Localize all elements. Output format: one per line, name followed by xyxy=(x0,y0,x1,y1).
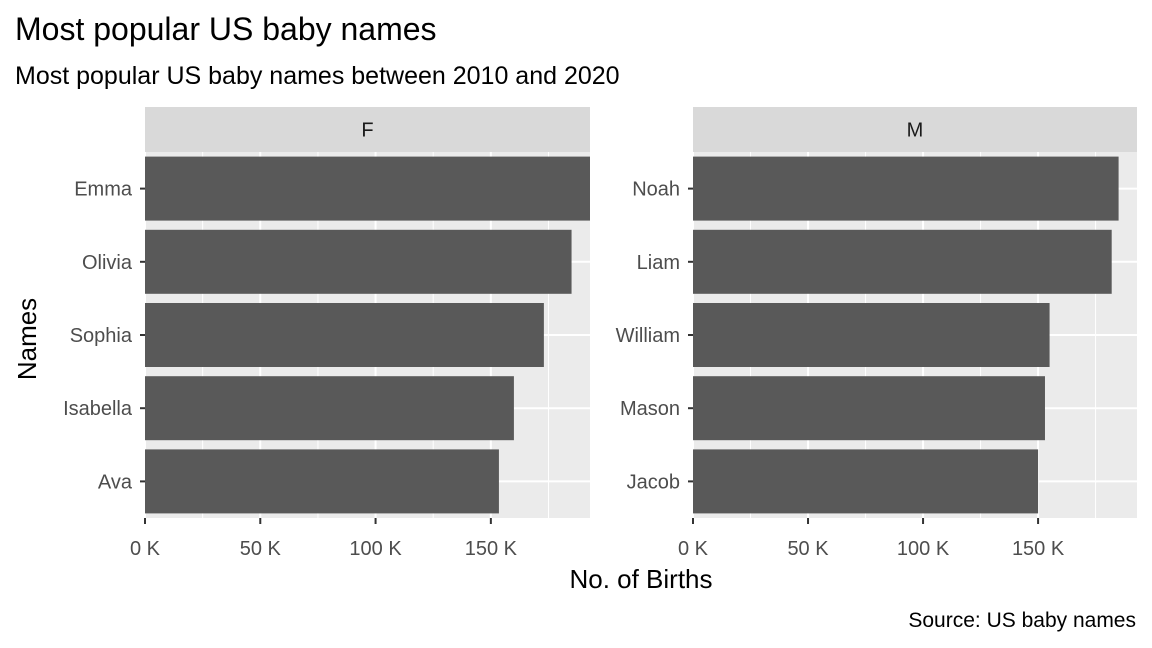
y-tick-label-jacob: Jacob xyxy=(627,471,680,493)
y-tick-label-emma: Emma xyxy=(74,179,133,201)
x-axis-title: No. of Births xyxy=(569,564,712,594)
facet-strip-label: F xyxy=(361,120,373,142)
y-tick-label-olivia: Olivia xyxy=(82,252,133,274)
chart-title: Most popular US baby names xyxy=(15,11,437,47)
x-tick-label: 150 K xyxy=(465,538,518,560)
facet-strip xyxy=(145,107,590,152)
bar-emma xyxy=(145,156,590,221)
y-tick-label-ava: Ava xyxy=(98,471,133,493)
x-tick-label: 100 K xyxy=(897,538,950,560)
bar-william xyxy=(693,303,1050,367)
facet-strip xyxy=(693,107,1137,152)
y-tick-label-liam: Liam xyxy=(637,252,680,274)
x-tick-label: 100 K xyxy=(349,538,402,560)
y-tick-label-mason: Mason xyxy=(620,398,680,420)
bar-noah xyxy=(693,156,1119,221)
y-tick-label-noah: Noah xyxy=(632,179,680,201)
bar-isabella xyxy=(145,376,514,441)
y-tick-label-isabella: Isabella xyxy=(63,398,133,420)
x-tick-label: 0 K xyxy=(130,538,161,560)
x-tick-label: 0 K xyxy=(678,538,709,560)
chart-subtitle: Most popular US baby names between 2010 … xyxy=(15,62,620,90)
facet-panel-f: F Emma Olivia Sophia Isabella Ava 0 K 50 K 100 K… xyxy=(63,107,590,560)
bar-sophia xyxy=(145,303,544,367)
y-tick-label-sophia: Sophia xyxy=(70,325,133,347)
facet-panel-m: M Noah Liam William Mason Jacob 0 K 50 K 100 K 15… xyxy=(616,107,1137,560)
x-tick-label: 150 K xyxy=(1012,538,1065,560)
x-tick-label: 50 K xyxy=(787,538,829,560)
bar-mason xyxy=(693,376,1045,441)
bar-liam xyxy=(693,229,1112,294)
x-tick-label: 50 K xyxy=(240,538,282,560)
y-tick-label-william: William xyxy=(616,325,680,347)
bar-olivia xyxy=(145,229,572,294)
bar-ava xyxy=(145,449,499,514)
bar-jacob xyxy=(693,449,1039,514)
facet-panels: F Emma Olivia Sophia Isabella Ava 0 K 50 K 100 K… xyxy=(63,107,1137,560)
facet-strip-label: M xyxy=(907,120,924,142)
chart-caption: Source: US baby names xyxy=(908,609,1136,632)
y-axis-title: Names xyxy=(12,298,42,380)
